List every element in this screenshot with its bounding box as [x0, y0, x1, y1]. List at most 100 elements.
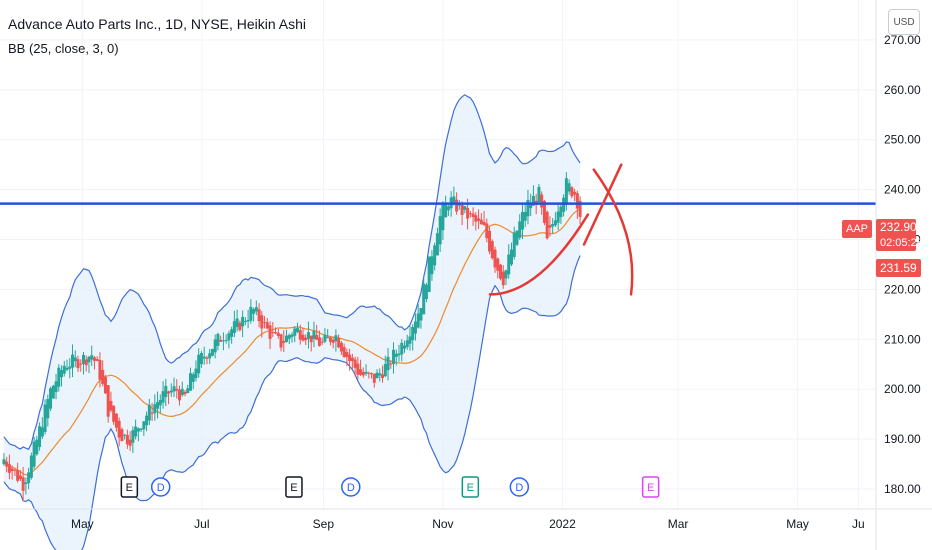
- drawing-arc: [592, 168, 634, 296]
- candle-body: [542, 201, 546, 223]
- candle-body: [279, 334, 283, 348]
- candle-body: [493, 249, 497, 268]
- candle-body: [271, 332, 275, 334]
- candle-body: [51, 385, 55, 399]
- dividend-marker[interactable]: D: [509, 477, 530, 497]
- candle-body: [2, 459, 6, 465]
- candle-body: [402, 345, 406, 349]
- candle-body: [202, 356, 206, 359]
- candle-body: [413, 321, 417, 334]
- price-tick-label: 270.00: [884, 33, 921, 47]
- drawings[interactable]: [0, 163, 876, 296]
- candle-body: [361, 372, 365, 376]
- candle-body: [232, 321, 236, 334]
- candle-body: [71, 354, 75, 368]
- candle-body: [520, 211, 524, 230]
- candle-body: [282, 340, 286, 343]
- symbol-title[interactable]: Advance Auto Parts Inc., 1D, NYSE, Heiki…: [8, 16, 307, 32]
- candle-body: [345, 352, 349, 358]
- candle-body: [167, 391, 171, 394]
- candle-body: [411, 326, 415, 341]
- candle-body: [441, 204, 445, 231]
- candle-body: [164, 385, 168, 397]
- candle-body: [213, 339, 217, 353]
- candle-body: [531, 195, 535, 206]
- candle-body: [507, 254, 511, 275]
- candle-body: [287, 335, 291, 339]
- candle-body: [84, 359, 88, 366]
- candle-body: [188, 373, 192, 391]
- candle-body: [95, 359, 99, 361]
- earnings-marker[interactable]: E: [641, 476, 660, 498]
- drawing-arc: [488, 213, 590, 296]
- dividend-marker[interactable]: D: [341, 477, 361, 497]
- candle-body: [427, 256, 431, 292]
- candle-body: [452, 196, 456, 203]
- candle-body: [125, 434, 129, 445]
- time-tick-label: 2022: [549, 517, 576, 531]
- candle-body: [474, 215, 478, 222]
- time-tick-label: Nov: [432, 517, 453, 531]
- candle-body: [422, 283, 426, 315]
- earnings-marker[interactable]: E: [461, 476, 480, 498]
- candle-body: [90, 355, 94, 360]
- candle-body: [38, 426, 42, 447]
- marker-letter: E: [467, 482, 474, 494]
- last-price-block: 232.90 02:05:28: [876, 219, 923, 251]
- candle-body: [331, 339, 335, 343]
- candle-body: [534, 200, 538, 204]
- candle-body: [172, 386, 176, 392]
- candle-body: [186, 388, 190, 394]
- candle-body: [482, 221, 486, 225]
- candle-body: [501, 271, 505, 286]
- candle-body: [463, 206, 467, 210]
- bb-lower: [3, 255, 581, 550]
- candle-body: [139, 428, 143, 430]
- candle-body: [408, 336, 412, 344]
- candles: [2, 172, 582, 502]
- candle-body: [400, 342, 404, 355]
- time-tick-label: Mar: [668, 517, 689, 531]
- candle-body: [350, 357, 354, 362]
- candle-body: [515, 230, 519, 245]
- candle-body: [564, 178, 568, 205]
- candle-body: [455, 199, 459, 212]
- candle-body: [285, 335, 289, 342]
- dividend-marker[interactable]: D: [150, 477, 171, 497]
- candle-body: [301, 334, 305, 341]
- candle-body: [315, 334, 319, 340]
- candle-body: [268, 325, 272, 339]
- earnings-marker[interactable]: E: [285, 476, 303, 498]
- candle-body: [254, 307, 258, 312]
- marker-shape: [641, 476, 660, 498]
- candle-body: [435, 233, 439, 256]
- earnings-marker[interactable]: E: [120, 476, 139, 498]
- candle-body: [13, 469, 17, 471]
- candle-body: [274, 332, 278, 334]
- candle-body: [194, 368, 198, 379]
- candle-body: [117, 420, 121, 438]
- candle-body: [479, 219, 483, 225]
- price-tick-label: 240.00: [884, 183, 921, 197]
- marker-letter: E: [290, 482, 297, 494]
- candle-body: [386, 356, 390, 371]
- candle-body: [359, 369, 363, 375]
- candle-body: [16, 470, 20, 481]
- candle-body: [60, 370, 64, 378]
- candle-body: [339, 342, 343, 352]
- candle-body: [389, 363, 393, 365]
- currency-button[interactable]: USD: [888, 9, 920, 35]
- price-tick-label: 210.00: [884, 332, 921, 346]
- candle-body: [180, 388, 184, 396]
- indicator-legend[interactable]: BB (25, close, 3, 0): [8, 41, 119, 56]
- candle-body: [509, 249, 513, 265]
- candle-body: [518, 221, 522, 238]
- price-tick-label: 180.00: [884, 482, 921, 496]
- candle-body: [405, 340, 409, 348]
- marker-shape: [285, 476, 303, 498]
- candle-body: [328, 337, 332, 342]
- candle-body: [526, 199, 530, 217]
- candle-body: [485, 223, 489, 239]
